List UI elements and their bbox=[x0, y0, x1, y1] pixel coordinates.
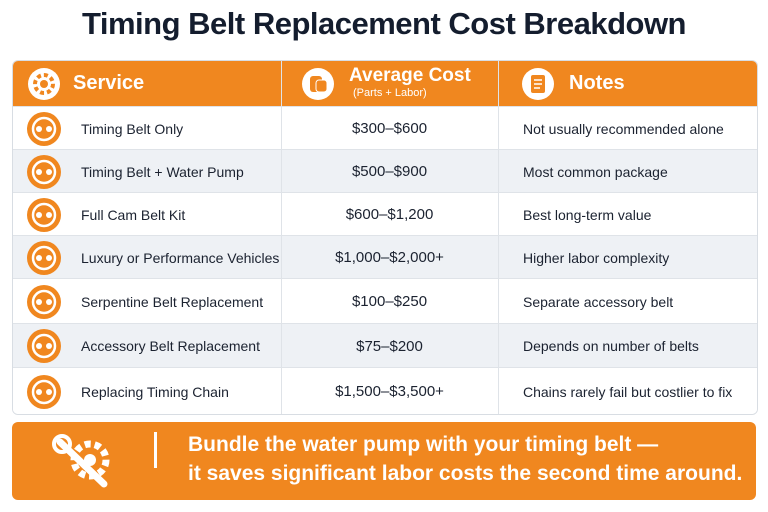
cost-icon bbox=[302, 68, 334, 100]
row-icon bbox=[26, 284, 62, 320]
notes-cell: Chains rarely fail but costlier to fix bbox=[523, 383, 733, 400]
table-row: Full Cam Belt Kit $600–$1,200 Best long-te… bbox=[13, 192, 757, 236]
divider bbox=[154, 432, 157, 468]
notes-cell: Best long-term value bbox=[523, 206, 652, 223]
column-header: Service bbox=[73, 72, 145, 94]
cost-cell: $1,500–$3,500+ bbox=[335, 383, 444, 400]
row-icon bbox=[26, 328, 62, 364]
notes-icon bbox=[522, 68, 554, 100]
column-divider bbox=[281, 61, 282, 414]
notes-cell: Not usually recommended alone bbox=[523, 120, 724, 137]
cost-cell: $1,000–$2,000+ bbox=[335, 249, 444, 266]
column-divider bbox=[498, 61, 499, 414]
cost-cell: $600–$1,200 bbox=[345, 206, 434, 223]
notes-cell: Depends on number of belts bbox=[523, 338, 699, 354]
cost-cell: $100–$250 bbox=[351, 293, 428, 310]
service-icon bbox=[28, 68, 60, 100]
row-icon bbox=[26, 197, 62, 233]
service-cell: Luxury or Performance Vehicles bbox=[81, 249, 280, 266]
cost-cell: $75–$200 bbox=[356, 337, 423, 355]
row-icon bbox=[26, 154, 62, 190]
notes-cell: Higher labor complexity bbox=[523, 249, 670, 266]
table-row: Luxury or Performance Vehicles $1,000–$2,… bbox=[13, 235, 757, 279]
row-icon bbox=[26, 374, 62, 410]
cost-cell: $300–$600 bbox=[351, 120, 428, 137]
table-row: Accessory Belt Replacement $75–$200 Depend… bbox=[13, 323, 757, 368]
cost-cell: $500–$900 bbox=[351, 163, 428, 180]
column-header: Notes bbox=[569, 72, 625, 94]
cost-table: Service Average Cost (Parts + Labor) Not… bbox=[12, 60, 758, 415]
tip-text: Bundle the water pump with your timing b… bbox=[188, 433, 659, 456]
tip-text: it saves significant labor costs the sec… bbox=[188, 462, 743, 485]
service-cell: Full Cam Belt Kit bbox=[81, 206, 186, 223]
title: Timing Belt Replacement Cost Breakdown bbox=[82, 6, 687, 41]
table-row: Serpentine Belt Replacement $100–$250 Sepa… bbox=[13, 278, 757, 324]
tool-icon bbox=[52, 434, 110, 488]
table-row: Timing Belt Only $300–$600 Not usually rec… bbox=[13, 106, 757, 150]
row-icon bbox=[26, 240, 62, 276]
notes-cell: Separate accessory belt bbox=[523, 293, 674, 310]
table-row: Timing Belt + Water Pump $500–$900 Most co… bbox=[13, 149, 757, 193]
notes-cell: Most common package bbox=[523, 163, 668, 180]
service-cell: Timing Belt Only bbox=[81, 120, 184, 137]
table-row: Replacing Timing Chain $1,500–$3,500+ Chai… bbox=[13, 367, 757, 414]
column-header: Average Cost bbox=[349, 65, 471, 86]
tip-banner: Bundle the water pump with your timing b… bbox=[12, 422, 756, 500]
table-header: Service Average Cost (Parts + Labor) Not… bbox=[13, 61, 757, 106]
service-cell: Replacing Timing Chain bbox=[81, 383, 229, 400]
service-cell: Accessory Belt Replacement bbox=[81, 338, 260, 354]
service-cell: Serpentine Belt Replacement bbox=[81, 293, 264, 310]
row-icon bbox=[26, 111, 62, 147]
column-sublabel: (Parts + Labor) bbox=[353, 87, 427, 99]
service-cell: Timing Belt + Water Pump bbox=[81, 163, 244, 180]
